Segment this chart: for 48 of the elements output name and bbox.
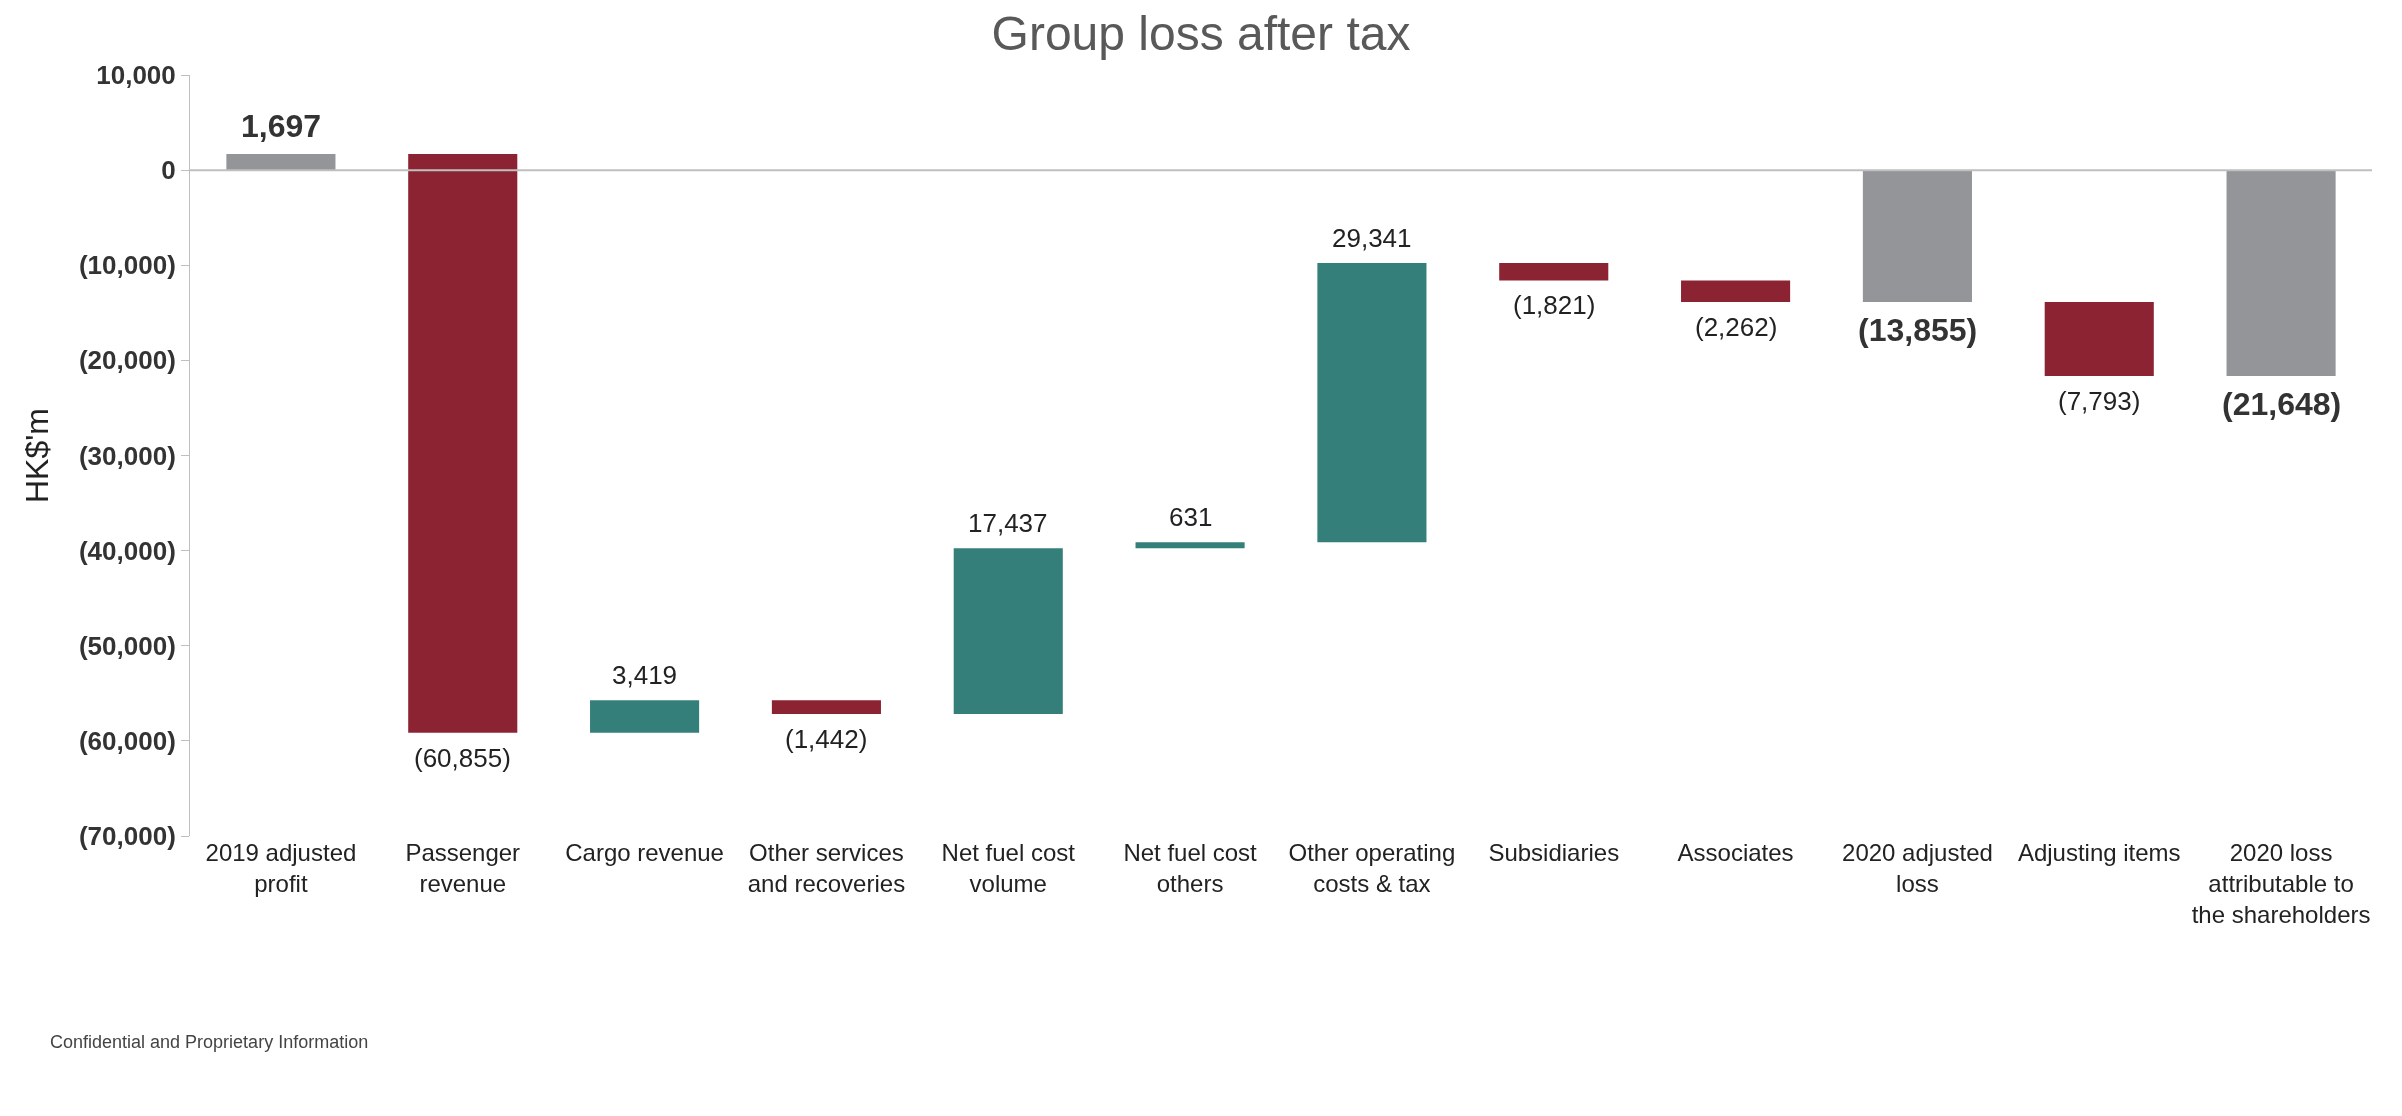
data-label: 17,437: [968, 508, 1048, 538]
x-tick-label: Other services and recoveries: [747, 839, 906, 898]
bar: [1317, 263, 1427, 543]
x-tick-label: Passenger revenue: [405, 839, 521, 898]
y-axis-title: HK$'m: [19, 407, 56, 504]
bar: [408, 153, 518, 733]
x-tick-label: Adjusting items: [2017, 839, 2181, 866]
text: Confidential and Proprietary Information: [50, 1032, 369, 1052]
data-label: 631: [1169, 502, 1213, 532]
data-label: 29,341: [1332, 223, 1412, 253]
x-tick-label: Net fuel cost others: [1123, 839, 1258, 898]
bar: [1135, 542, 1245, 549]
y-tick-label: (60,000): [78, 725, 176, 756]
bar: [2044, 301, 2154, 377]
x-tick-label: Other operating costs & tax: [1288, 839, 1456, 898]
y-tick-label: (50,000): [78, 630, 176, 661]
y-tick-label: (40,000): [78, 535, 176, 566]
data-label: (7,793): [2058, 386, 2141, 416]
y-tick-label: (10,000): [78, 250, 176, 281]
x-tick-label: 2020 loss attributable to the shareholders: [2191, 839, 2371, 929]
bar: [590, 700, 700, 733]
data-label: (21,648): [2222, 386, 2342, 422]
bar: [2226, 170, 2336, 377]
data-label: (60,855): [414, 743, 511, 773]
chart-title: Group loss after tax: [991, 7, 1411, 61]
x-tick-label: Subsidiaries: [1488, 839, 1620, 866]
x-tick-label: Net fuel cost volume: [941, 839, 1076, 898]
data-label: (13,855): [1858, 312, 1978, 348]
y-tick-label: (70,000): [78, 821, 176, 852]
data-label: (2,262): [1695, 312, 1778, 342]
y-tick-label: (20,000): [78, 345, 176, 376]
data-label: 1,697: [241, 108, 322, 144]
data-label: (1,821): [1513, 290, 1596, 320]
bar: [226, 153, 336, 171]
y-tick-label: 10,000: [96, 60, 176, 91]
x-tick-label: 2019 adjusted profit: [205, 839, 357, 898]
y-tick-label: 0: [161, 155, 176, 186]
x-tick-label: 2020 adjusted loss: [1842, 839, 1993, 898]
bar: [1681, 280, 1791, 302]
x-tick-label: Cargo revenue: [565, 839, 724, 866]
data-label: 3,419: [612, 660, 678, 690]
bar: [953, 548, 1063, 715]
data-label: (1,442): [785, 724, 868, 754]
x-tick-label: Associates: [1677, 839, 1794, 866]
bar: [1862, 170, 1972, 302]
y-tick-label: (30,000): [78, 440, 176, 471]
bar: [1499, 263, 1609, 281]
bar: [771, 700, 881, 715]
